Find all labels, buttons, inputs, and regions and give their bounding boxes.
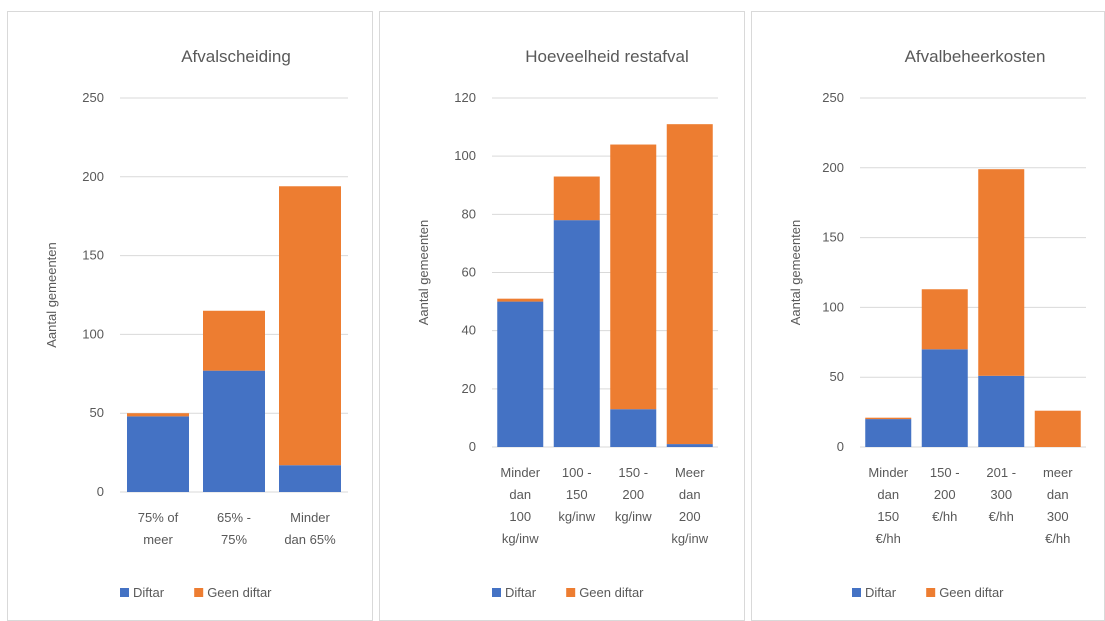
bar-segment-geen-diftar — [978, 169, 1025, 376]
bar-segment-geen-diftar — [921, 289, 968, 350]
x-tick-label: 150 -200 €/hh — [930, 465, 960, 524]
x-tick-label: Meer dan 200 kg/inw — [671, 465, 708, 546]
bar-segment-geen-diftar — [610, 144, 657, 410]
legend-swatch — [852, 588, 861, 597]
x-tick-label: 150 -200 kg/inw — [615, 465, 652, 524]
bar-segment-diftar — [279, 465, 341, 492]
y-axis-label: Aantal gemeenten — [416, 220, 431, 326]
legend-label: Geen diftar — [939, 585, 1004, 600]
bar-segment-geen-diftar — [203, 310, 265, 371]
bar-segment-diftar — [127, 416, 189, 492]
chart-panel-hoeveelheid-restafval: Hoeveelheid restafval 0 20 40 60 80 100 120 Aant… — [379, 11, 745, 621]
y-axis-label: Aantal gemeenten — [44, 242, 59, 348]
bar-segment-geen-diftar — [127, 413, 189, 417]
legend-swatch — [926, 588, 936, 597]
legend-swatch — [566, 588, 576, 597]
y-tick-label: 250 — [822, 90, 844, 105]
y-tick-label: 200 — [82, 169, 104, 184]
legend-label: Geen diftar — [579, 585, 644, 600]
y-tick-label: 250 — [82, 90, 104, 105]
bar-segment-geen-diftar — [497, 298, 544, 302]
chart-panel-afvalscheiding: Afvalscheiding 0 50 100 150 200 250 Aantal geme… — [7, 11, 373, 621]
y-tick-label: 50 — [90, 405, 104, 420]
x-tick-label: Minder dan 150 €/hh — [868, 465, 908, 546]
bar-segment-geen-diftar — [553, 176, 600, 221]
y-tick-label: 200 — [822, 160, 844, 175]
legend-label: Diftar — [505, 585, 537, 600]
y-tick-label: 100 — [454, 148, 476, 163]
bar-segment-diftar — [553, 220, 600, 447]
x-tick-label: 100 -150 kg/inw — [558, 465, 595, 524]
bar-segment-diftar — [978, 375, 1025, 447]
y-tick-label: 0 — [837, 439, 844, 454]
y-tick-label: 100 — [82, 326, 104, 341]
bar-segment-diftar — [610, 409, 657, 447]
x-tick-label: Minder dan 65% — [284, 510, 336, 547]
x-tick-label: meer dan 300 €/hh — [1043, 465, 1073, 546]
y-tick-label: 0 — [97, 484, 104, 499]
y-tick-label: 20 — [462, 381, 476, 396]
y-tick-label: 60 — [462, 265, 476, 280]
y-tick-label: 0 — [469, 439, 476, 454]
x-tick-label: 65% -75% — [217, 510, 251, 547]
legend-swatch — [492, 588, 501, 597]
y-tick-label: 150 — [82, 248, 104, 263]
chart-svg: Hoeveelheid restafval 0 20 40 60 80 100 120 Aant… — [416, 47, 718, 600]
y-tick-label: 100 — [822, 299, 844, 314]
bar-segment-diftar — [666, 444, 713, 447]
chart-panel-afvalbeheerkosten: Afvalbeheerkosten 0 50 100 150 200 250 Aantal g… — [751, 11, 1105, 621]
bar-segment-diftar — [497, 301, 544, 447]
y-tick-label: 120 — [454, 90, 476, 105]
chart-svg: Afvalbeheerkosten 0 50 100 150 200 250 Aantal g… — [788, 47, 1086, 600]
y-tick-label: 150 — [822, 230, 844, 245]
bar-segment-diftar — [865, 419, 912, 447]
x-tick-label: 75% of meer — [138, 510, 179, 547]
y-tick-label: 80 — [462, 206, 476, 221]
y-tick-label: 50 — [830, 369, 844, 384]
legend-swatch — [194, 588, 204, 597]
chart-title: Afvalbeheerkosten — [905, 47, 1046, 66]
bar-segment-geen-diftar — [666, 124, 713, 445]
x-tick-label: Minder dan 100 kg/inw — [500, 465, 540, 546]
legend-label: Diftar — [133, 585, 165, 600]
bar-segment-geen-diftar — [1034, 410, 1081, 447]
chart-title: Afvalscheiding — [181, 47, 291, 66]
legend-label: Diftar — [865, 585, 897, 600]
legend-label: Geen diftar — [207, 585, 272, 600]
x-tick-label: 201 -300 €/hh — [986, 465, 1016, 524]
chart-svg: Afvalscheiding 0 50 100 150 200 250 Aantal geme… — [44, 47, 348, 600]
chart-title: Hoeveelheid restafval — [525, 47, 688, 66]
legend-swatch — [120, 588, 129, 597]
bar-segment-geen-diftar — [279, 186, 341, 466]
y-axis-label: Aantal gemeenten — [788, 220, 803, 326]
bar-segment-diftar — [921, 349, 968, 447]
bar-segment-geen-diftar — [865, 417, 912, 420]
bar-segment-diftar — [203, 370, 265, 492]
y-tick-label: 40 — [462, 323, 476, 338]
